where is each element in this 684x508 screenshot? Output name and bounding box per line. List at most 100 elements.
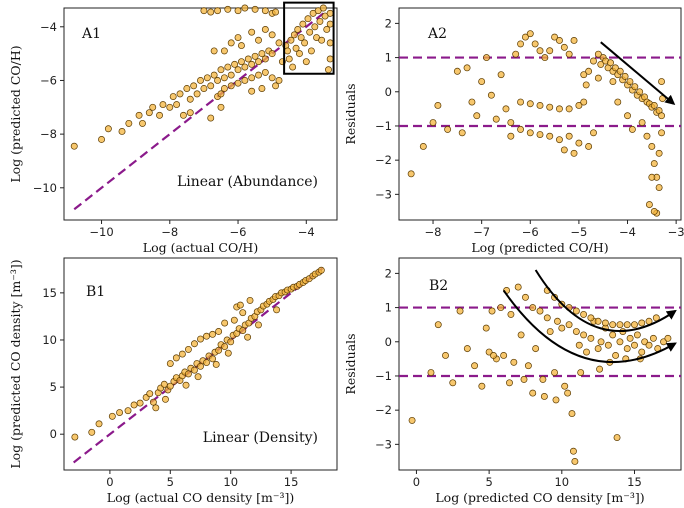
data-point [162, 395, 169, 403]
data-point [407, 170, 415, 178]
data-point [118, 127, 126, 135]
data-point [207, 82, 215, 90]
data-point [217, 66, 225, 74]
data-point [191, 366, 198, 374]
data-point [546, 47, 554, 55]
data-point [284, 47, 291, 55]
y-tick-label: −3 [375, 187, 392, 201]
data-point [616, 67, 624, 75]
x-tick-label: 10 [223, 475, 238, 489]
data-point [468, 98, 476, 106]
data-point [575, 139, 583, 147]
data-point [587, 334, 595, 342]
data-point [408, 416, 416, 424]
data-point [234, 7, 242, 15]
data-point [217, 90, 225, 98]
data-point [551, 33, 559, 41]
data-point [568, 410, 576, 418]
data-point [275, 39, 283, 47]
data-point [565, 321, 573, 329]
data-point [307, 47, 315, 55]
data-point [458, 129, 466, 137]
data-point [296, 50, 303, 58]
y-axis-label: Log (predicted CO/H) [8, 45, 23, 182]
data-point [275, 77, 283, 84]
data-point [601, 319, 609, 327]
data-point [227, 39, 235, 47]
data-point [248, 74, 256, 82]
data-point [209, 355, 217, 363]
data-point [463, 64, 471, 72]
data-point [655, 149, 663, 157]
y-tick-label: 5 [50, 380, 57, 394]
y-tick-label: 1 [385, 301, 392, 315]
data-point [152, 404, 160, 412]
data-point [463, 345, 471, 353]
panel-label: B2 [429, 278, 448, 294]
data-point [220, 74, 228, 82]
x-tick-label: −8 [161, 225, 178, 239]
x-tick-label: −5 [570, 225, 587, 239]
data-point [224, 5, 232, 13]
data-point [319, 4, 327, 12]
data-point [449, 379, 457, 387]
data-point [197, 362, 204, 370]
x-tick-label: 0 [106, 475, 113, 489]
data-point [471, 362, 479, 370]
data-point [285, 55, 293, 63]
data-point [261, 26, 269, 33]
data-point [571, 458, 579, 465]
data-point [507, 132, 515, 140]
data-point [613, 434, 621, 441]
data-point [227, 82, 235, 90]
data-point [536, 102, 544, 109]
data-point [526, 100, 534, 108]
data-point [582, 81, 590, 89]
data-point [597, 338, 605, 346]
data-point [221, 343, 229, 351]
data-point [193, 90, 201, 98]
data-point [453, 67, 461, 75]
data-point [326, 55, 334, 63]
data-point [149, 398, 157, 406]
y-tick-label: 2 [385, 16, 392, 30]
data-point [212, 361, 220, 368]
data-point [502, 105, 510, 113]
data-point [261, 7, 269, 15]
data-point [628, 125, 636, 133]
y-tick-label: −8 [40, 127, 57, 141]
data-point [540, 393, 548, 400]
data-point [645, 341, 653, 349]
y-tick-label: −6 [40, 73, 57, 87]
data-point [258, 85, 266, 92]
data-point [419, 143, 427, 150]
data-point [570, 149, 578, 157]
data-point [227, 71, 235, 79]
data-point [268, 31, 276, 39]
data-point [626, 78, 634, 85]
data-point [186, 95, 194, 103]
data-point [326, 9, 334, 17]
model-annotation: Linear (Density) [203, 430, 318, 446]
x-tick-label: 5 [485, 475, 492, 489]
data-point [614, 98, 622, 106]
data-point [560, 43, 568, 51]
data-point [166, 103, 174, 111]
data-point [590, 129, 597, 137]
data-point [166, 382, 174, 390]
data-point [444, 125, 452, 133]
data-point [524, 362, 532, 370]
data-point [166, 360, 174, 367]
data-point [587, 314, 595, 322]
data-point [631, 341, 638, 349]
data-point [633, 331, 641, 339]
data-point [492, 115, 500, 123]
x-axis-label: Log (actual CO density [m⁻³]) [107, 490, 294, 505]
x-tick-label: 15 [627, 475, 642, 489]
y-tick-label: 2 [385, 266, 392, 280]
data-point [241, 77, 249, 84]
data-point [521, 33, 529, 41]
data-point [604, 341, 612, 349]
data-point [543, 314, 551, 322]
